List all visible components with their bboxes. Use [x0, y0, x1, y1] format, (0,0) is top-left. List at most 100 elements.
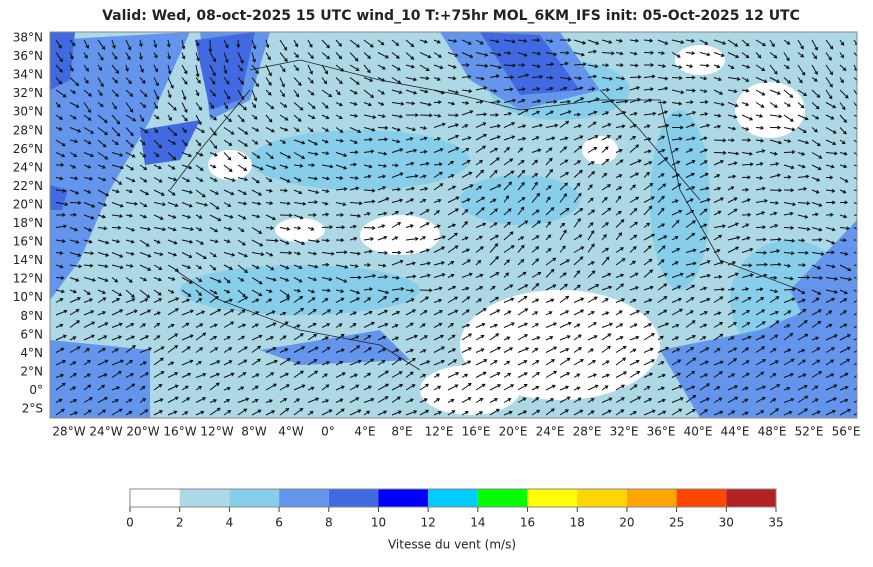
- wind-arrow: [671, 199, 679, 203]
- wind-arrow: [573, 397, 582, 403]
- wind-arrow: [769, 384, 781, 391]
- lat-label: 32°N: [13, 86, 43, 100]
- wind-arrow: [265, 201, 274, 206]
- wind-arrow: [797, 139, 810, 145]
- wind-arrow: [699, 112, 709, 117]
- wind-arrow: [391, 236, 399, 241]
- wind-arrow: [195, 310, 206, 316]
- lat-label: 10°N: [13, 290, 43, 304]
- wind-arrow: [615, 323, 624, 328]
- wind-arrow: [447, 348, 457, 353]
- wind-arrow: [685, 185, 696, 191]
- wind-arrow: [111, 177, 123, 185]
- wind-arrow: [433, 359, 445, 366]
- wind-arrow: [83, 114, 92, 121]
- wind-arrow: [671, 323, 680, 328]
- wind-arrow: [153, 298, 163, 303]
- wind-arrow: [391, 163, 399, 168]
- wind-arrow: [391, 172, 404, 178]
- wind-arrow: [839, 77, 844, 84]
- wind-arrow: [489, 124, 501, 129]
- wind-arrow: [251, 358, 261, 366]
- wind-arrow: [307, 359, 318, 366]
- wind-arrow: [559, 396, 571, 403]
- wind-arrow: [657, 235, 668, 241]
- wind-arrow: [307, 139, 319, 146]
- wind-arrow: [797, 348, 806, 353]
- wind-arrow: [839, 264, 852, 272]
- wind-arrow: [783, 372, 795, 378]
- wind-arrow: [461, 323, 471, 328]
- wind-arrow: [405, 39, 415, 48]
- wind-arrow: [433, 273, 446, 278]
- wind-arrow: [545, 168, 554, 178]
- wind-arrow: [363, 335, 372, 341]
- wind-arrow: [601, 234, 607, 241]
- wind-arrow: [433, 100, 442, 105]
- wind-arrow: [755, 371, 765, 378]
- wind-arrow: [573, 182, 581, 191]
- wind-arrow: [167, 345, 179, 353]
- wind-arrow: [713, 371, 723, 378]
- wind-arrow: [489, 198, 497, 203]
- wind-arrow: [643, 111, 657, 116]
- wind-arrow: [517, 271, 527, 278]
- wind-arrow: [349, 359, 362, 366]
- wind-arrow: [615, 86, 624, 91]
- wind-arrow: [153, 102, 158, 110]
- wind-arrow: [265, 77, 272, 86]
- wind-arrow: [825, 239, 836, 245]
- wind-arrow: [559, 321, 572, 328]
- wind-arrow: [55, 39, 62, 49]
- wind-arrow: [559, 99, 572, 104]
- wind-arrow: [671, 336, 680, 341]
- wind-arrow: [265, 127, 275, 133]
- wind-arrow: [559, 172, 570, 178]
- wind-arrow: [699, 397, 711, 403]
- wind-arrow: [545, 62, 555, 67]
- wind-arrow: [279, 177, 291, 183]
- wind-arrow: [741, 287, 750, 292]
- wind-arrow: [601, 222, 609, 228]
- wind-arrow: [713, 124, 722, 129]
- wind-arrow: [783, 410, 793, 416]
- wind-arrow: [699, 286, 708, 291]
- wind-arrow: [671, 359, 682, 366]
- wind-arrow: [55, 334, 67, 341]
- wind-arrow: [349, 64, 360, 71]
- wind-arrow: [489, 147, 499, 153]
- lat-label: 30°N: [13, 105, 43, 119]
- wind-arrow: [391, 250, 402, 255]
- wind-arrow: [643, 124, 651, 129]
- wind-arrow: [573, 323, 581, 328]
- wind-arrow: [685, 310, 694, 316]
- wind-arrow: [685, 75, 696, 80]
- wind-arrow: [461, 373, 469, 378]
- wind-arrow: [363, 164, 373, 169]
- wind-arrow: [363, 64, 371, 74]
- wind-arrow: [335, 323, 343, 328]
- wind-arrow: [111, 114, 121, 125]
- wind-arrow: [629, 51, 638, 56]
- wind-arrow: [209, 308, 222, 316]
- wind-arrow: [125, 213, 134, 218]
- wind-arrow: [657, 76, 669, 81]
- wind-arrow: [433, 411, 442, 416]
- wind-arrow: [125, 373, 135, 378]
- wind-arrow: [419, 398, 428, 403]
- wind-arrow: [307, 370, 319, 378]
- wind-arrow: [265, 89, 272, 96]
- wind-arrow: [195, 152, 204, 157]
- wind-arrow: [223, 39, 229, 49]
- wind-arrow: [195, 372, 207, 378]
- wind-arrow: [587, 296, 598, 303]
- wind-arrow: [783, 332, 794, 341]
- wind-arrow: [55, 114, 64, 120]
- wind-arrow: [475, 371, 487, 378]
- wind-arrow: [797, 77, 803, 84]
- wind-arrow: [97, 152, 109, 160]
- wind-arrow: [727, 296, 740, 303]
- wind-arrow: [559, 245, 566, 253]
- wind-arrow: [699, 100, 709, 104]
- wind-arrow: [251, 252, 265, 257]
